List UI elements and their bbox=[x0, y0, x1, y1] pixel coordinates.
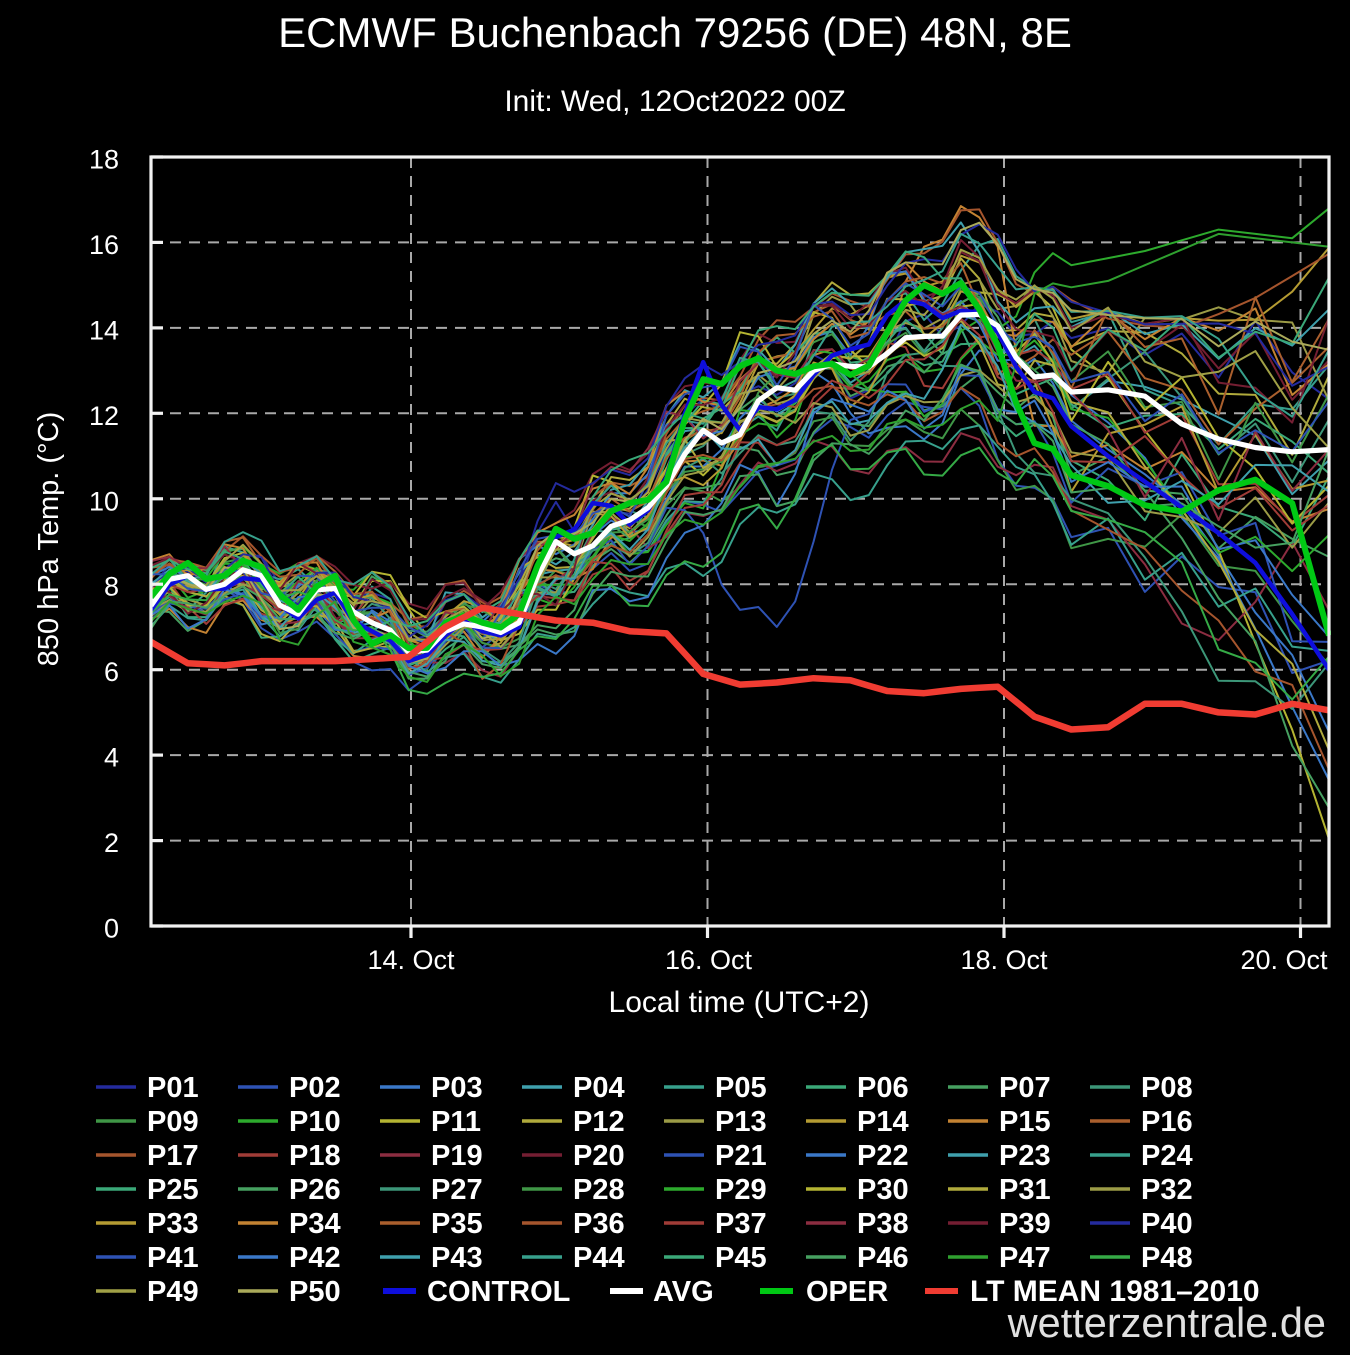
svg-text:P37: P37 bbox=[715, 1208, 767, 1240]
svg-text:P42: P42 bbox=[289, 1242, 341, 1274]
svg-text:P16: P16 bbox=[1141, 1106, 1193, 1138]
svg-text:P24: P24 bbox=[1141, 1140, 1193, 1172]
svg-text:850 hPa Temp. (°C): 850 hPa Temp. (°C) bbox=[33, 412, 65, 666]
svg-text:18. Oct: 18. Oct bbox=[960, 945, 1048, 975]
svg-text:P38: P38 bbox=[857, 1208, 909, 1240]
svg-text:LT MEAN 1981–2010: LT MEAN 1981–2010 bbox=[970, 1275, 1260, 1308]
svg-text:OPER: OPER bbox=[806, 1276, 888, 1308]
svg-text:10: 10 bbox=[89, 486, 119, 516]
svg-text:8: 8 bbox=[104, 572, 119, 602]
svg-text:P07: P07 bbox=[999, 1072, 1051, 1104]
svg-text:P29: P29 bbox=[715, 1174, 767, 1206]
svg-text:P01: P01 bbox=[147, 1072, 199, 1104]
svg-text:P28: P28 bbox=[573, 1174, 625, 1206]
svg-text:P09: P09 bbox=[147, 1106, 199, 1138]
svg-text:P32: P32 bbox=[1141, 1174, 1193, 1206]
svg-text:P45: P45 bbox=[715, 1242, 767, 1274]
svg-text:Local time (UTC+2): Local time (UTC+2) bbox=[609, 986, 870, 1019]
svg-text:P30: P30 bbox=[857, 1174, 909, 1206]
svg-text:0: 0 bbox=[104, 914, 119, 944]
svg-text:P11: P11 bbox=[431, 1106, 481, 1138]
svg-text:4: 4 bbox=[104, 743, 119, 773]
svg-text:2: 2 bbox=[104, 828, 119, 858]
svg-text:P44: P44 bbox=[573, 1242, 625, 1274]
svg-text:P40: P40 bbox=[1141, 1208, 1193, 1240]
svg-text:P31: P31 bbox=[999, 1174, 1051, 1206]
svg-text:P03: P03 bbox=[431, 1072, 483, 1104]
svg-text:P50: P50 bbox=[289, 1276, 341, 1308]
svg-text:P46: P46 bbox=[857, 1242, 909, 1274]
svg-text:16: 16 bbox=[89, 230, 119, 260]
svg-text:Init: Wed, 12Oct2022 00Z: Init: Wed, 12Oct2022 00Z bbox=[504, 85, 845, 118]
svg-text:P35: P35 bbox=[431, 1208, 483, 1240]
svg-text:P23: P23 bbox=[999, 1140, 1051, 1172]
svg-text:P27: P27 bbox=[431, 1174, 483, 1206]
svg-text:P39: P39 bbox=[999, 1208, 1051, 1240]
svg-text:P13: P13 bbox=[715, 1106, 767, 1138]
svg-text:14. Oct: 14. Oct bbox=[367, 945, 455, 975]
svg-text:P14: P14 bbox=[857, 1106, 909, 1138]
svg-text:18: 18 bbox=[89, 145, 119, 175]
svg-text:ECMWF Buchenbach 79256 (DE) 48: ECMWF Buchenbach 79256 (DE) 48N, 8E bbox=[278, 9, 1072, 56]
svg-text:P21: P21 bbox=[715, 1140, 767, 1172]
svg-text:P06: P06 bbox=[857, 1072, 909, 1104]
svg-text:CONTROL: CONTROL bbox=[427, 1276, 570, 1308]
svg-text:P26: P26 bbox=[289, 1174, 341, 1206]
svg-text:20. Oct: 20. Oct bbox=[1240, 945, 1328, 975]
svg-text:P02: P02 bbox=[289, 1072, 341, 1104]
svg-text:P22: P22 bbox=[857, 1140, 909, 1172]
svg-text:P36: P36 bbox=[573, 1208, 625, 1240]
svg-text:AVG: AVG bbox=[653, 1276, 714, 1308]
svg-text:12: 12 bbox=[89, 401, 119, 431]
svg-text:16. Oct: 16. Oct bbox=[665, 945, 753, 975]
svg-text:P49: P49 bbox=[147, 1276, 199, 1308]
svg-text:6: 6 bbox=[104, 657, 119, 687]
svg-text:P12: P12 bbox=[573, 1106, 625, 1138]
svg-text:P25: P25 bbox=[147, 1174, 199, 1206]
svg-text:P04: P04 bbox=[573, 1072, 625, 1104]
svg-text:P43: P43 bbox=[431, 1242, 483, 1274]
svg-text:P10: P10 bbox=[289, 1106, 341, 1138]
svg-text:P34: P34 bbox=[289, 1208, 341, 1240]
svg-text:P08: P08 bbox=[1141, 1072, 1193, 1104]
svg-text:P17: P17 bbox=[147, 1140, 199, 1172]
svg-text:wetterzentrale.de: wetterzentrale.de bbox=[1007, 1299, 1326, 1346]
svg-text:P48: P48 bbox=[1141, 1242, 1193, 1274]
svg-text:P18: P18 bbox=[289, 1140, 341, 1172]
svg-text:P41: P41 bbox=[147, 1242, 199, 1274]
svg-text:14: 14 bbox=[89, 315, 119, 345]
svg-text:P15: P15 bbox=[999, 1106, 1051, 1138]
svg-text:P47: P47 bbox=[999, 1242, 1051, 1274]
svg-text:P20: P20 bbox=[573, 1140, 625, 1172]
svg-text:P19: P19 bbox=[431, 1140, 483, 1172]
svg-text:P33: P33 bbox=[147, 1208, 199, 1240]
svg-text:P05: P05 bbox=[715, 1072, 767, 1104]
